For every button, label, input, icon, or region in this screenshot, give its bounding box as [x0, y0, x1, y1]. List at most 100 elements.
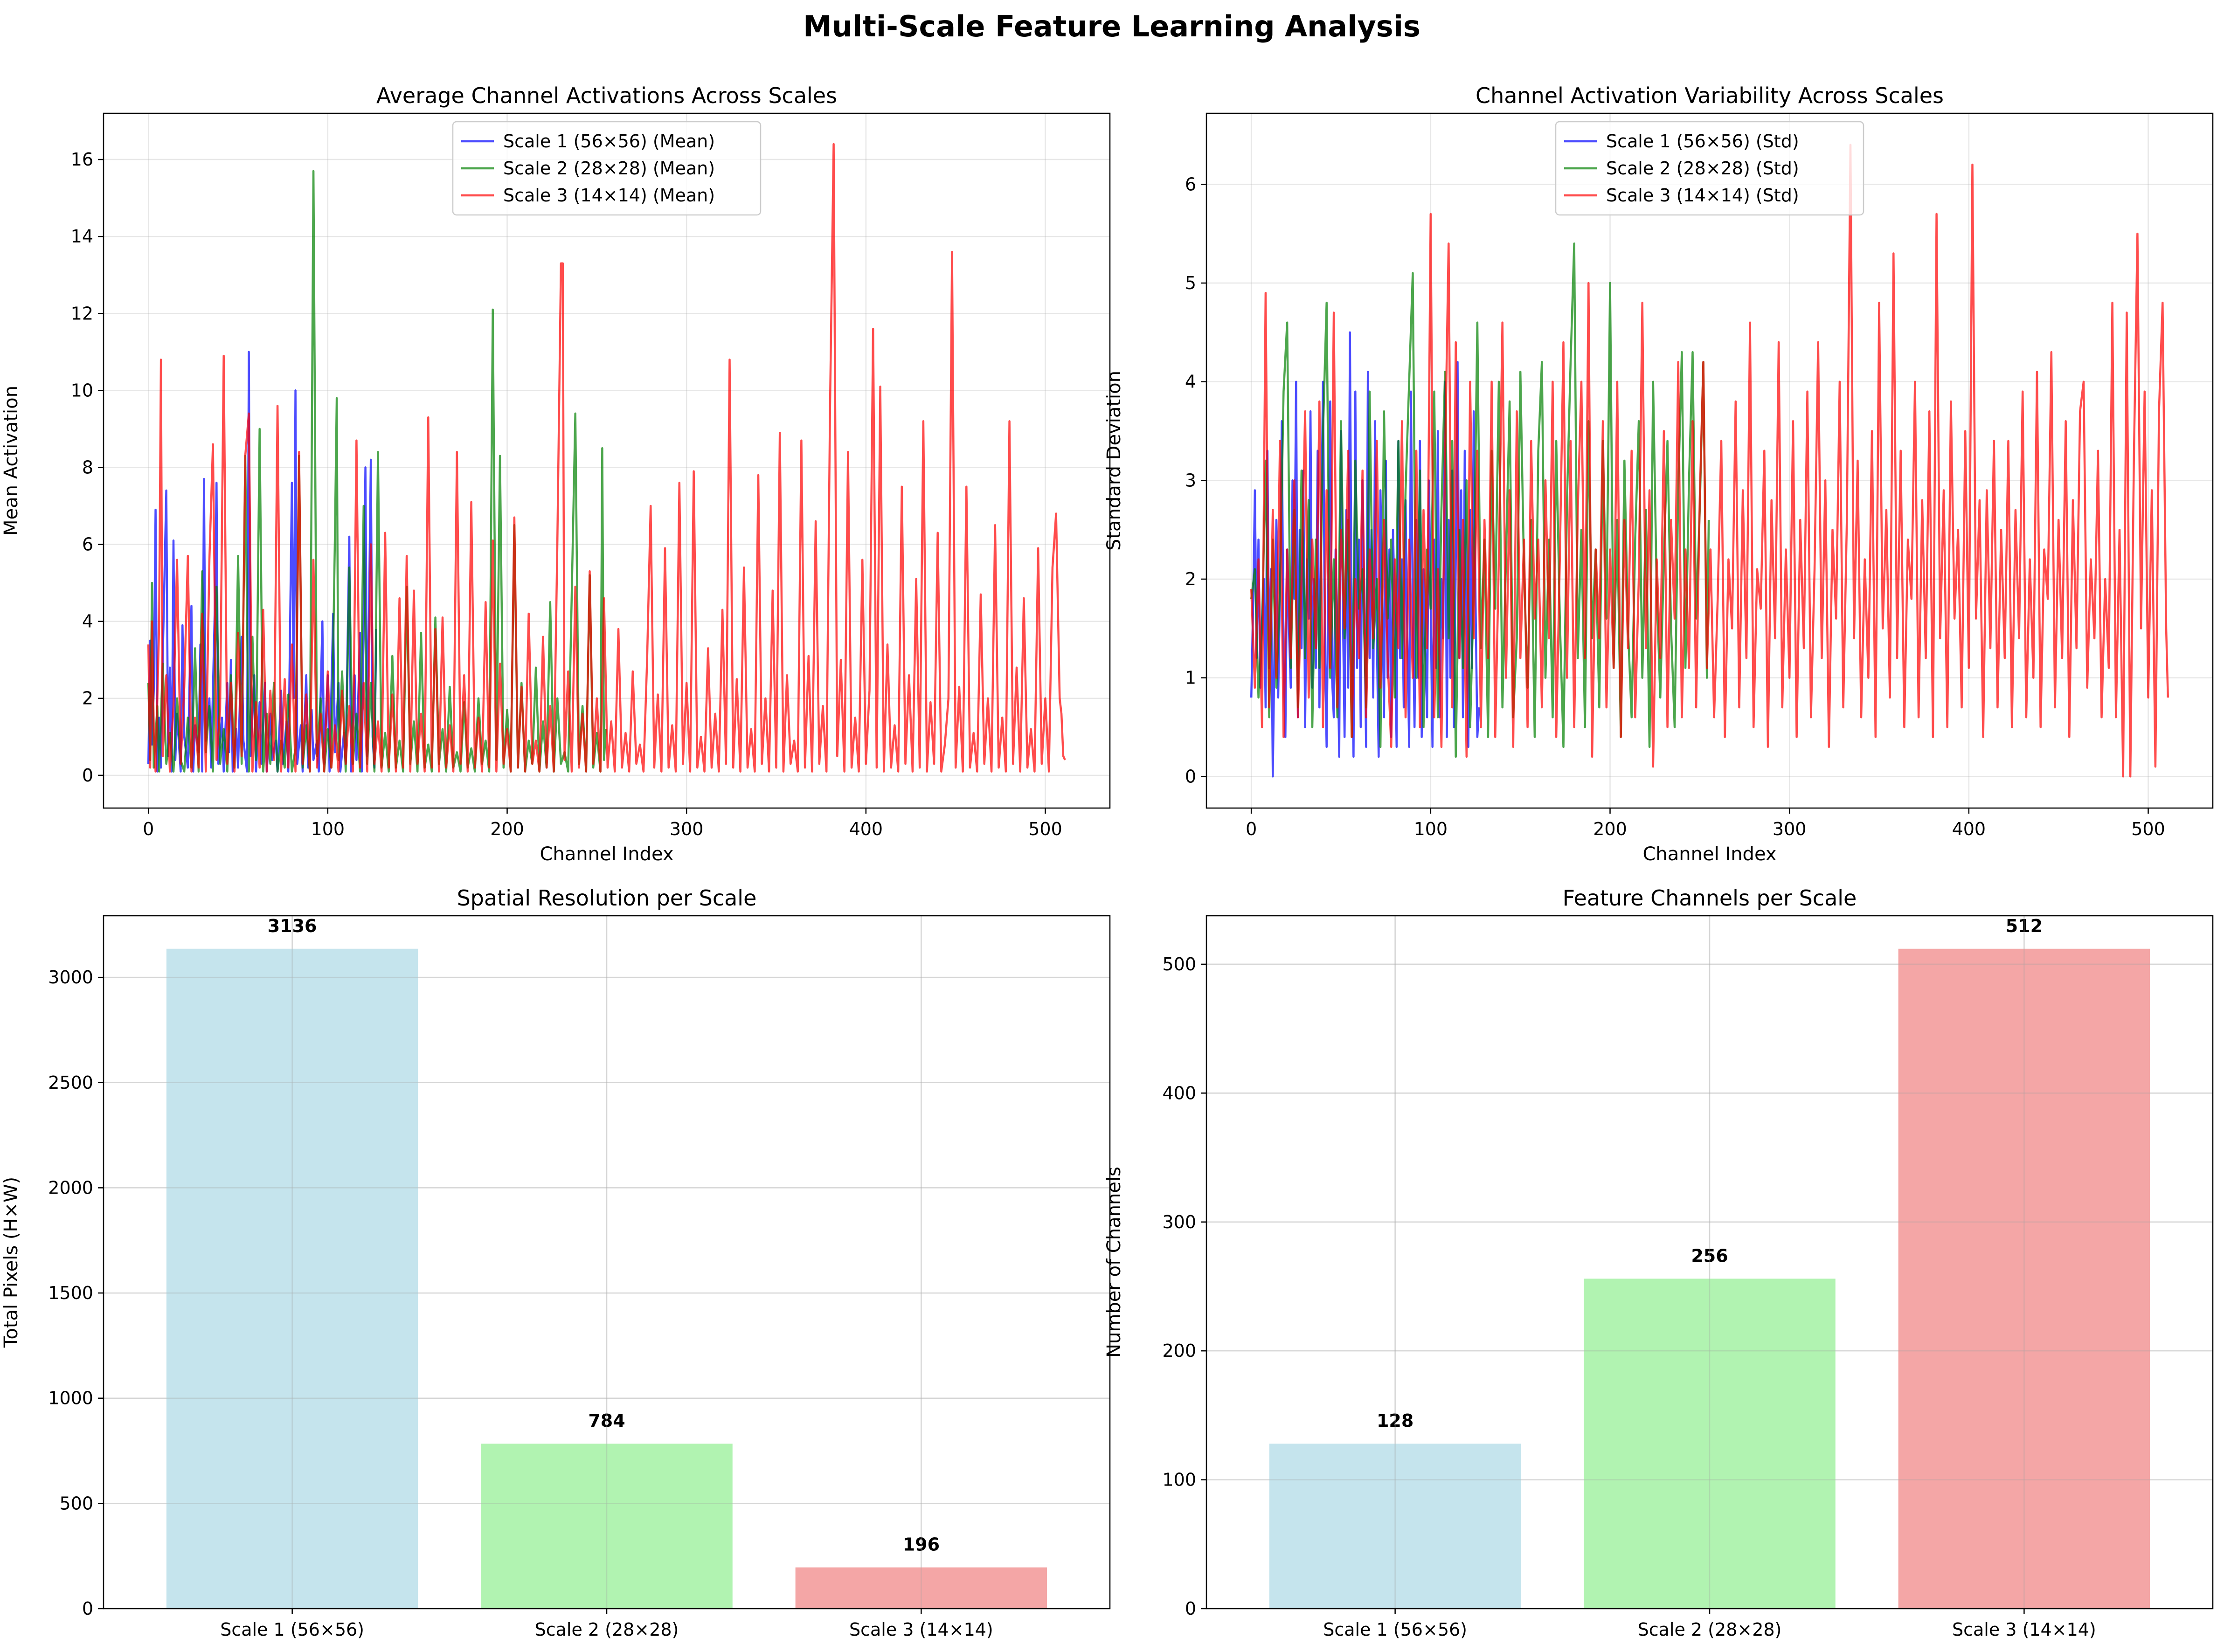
x-tick-label: Scale 2 (28×28): [1638, 1619, 1782, 1640]
y-tick-label: 0: [1185, 766, 1196, 787]
y-tick-label: 100: [1162, 1470, 1196, 1490]
figure-title: Multi-Scale Feature Learning Analysis: [803, 9, 1420, 43]
x-tick-label: 500: [1028, 819, 1062, 839]
y-tick-label: 12: [71, 303, 93, 324]
y-tick-label: 8: [82, 457, 93, 477]
series-line-scale-3: [147, 143, 1066, 773]
bar-value-label: 3136: [268, 916, 317, 936]
y-axis-label: Number of Channels: [1103, 1167, 1125, 1358]
x-tick-label: 100: [311, 819, 345, 839]
x-tick-label: 200: [1593, 819, 1627, 839]
y-tick-label: 14: [71, 226, 93, 247]
plot-area: [1250, 144, 2169, 778]
x-tick-label: 500: [2131, 819, 2165, 839]
feature-channels-panel: 128 256 512 Scale 1 (56×56) Scale 2 (28×28)…: [1103, 885, 2214, 1640]
y-tick-label: 6: [82, 534, 93, 555]
x-axis: Scale 1 (56×56) Scale 2 (28×28) Scale 3 (1…: [1323, 1609, 2096, 1640]
y-tick-label: 2000: [48, 1177, 93, 1198]
x-tick-label: 400: [849, 819, 883, 839]
axes-frame: [103, 112, 1111, 809]
legend-label-scale-3: Scale 3 (14×14) (Std): [1606, 185, 1799, 206]
x-tick-label: Scale 3 (14×14): [1952, 1619, 2096, 1640]
x-tick-label: 0: [1246, 819, 1257, 839]
legend-label-scale-2: Scale 2 (28×28) (Std): [1606, 158, 1799, 179]
y-tick-label: 1500: [48, 1283, 93, 1303]
bar-3: [795, 1567, 1047, 1609]
bar-value-label: 196: [903, 1534, 940, 1555]
bar-1: [166, 948, 418, 1609]
y-tick-label: 0: [82, 765, 93, 786]
x-tick-label: 0: [143, 819, 154, 839]
series-line-scale-3: [1250, 144, 2169, 778]
legend-label-scale-3: Scale 3 (14×14) (Mean): [503, 185, 715, 206]
y-axis-label: Total Pixels (H×W): [0, 1177, 22, 1348]
bar-2: [1584, 1279, 1836, 1609]
y-axis-label: Standard Deviation: [1103, 371, 1125, 551]
x-tick-label: 100: [1414, 819, 1448, 839]
y-tick-label: 2: [82, 688, 93, 709]
y-tick-label: 2: [1185, 569, 1196, 589]
y-tick-label: 500: [1162, 954, 1196, 975]
panel-title: Feature Channels per Scale: [1563, 885, 1857, 911]
y-axis: 0 1 2 3 4 5 6: [1185, 174, 1206, 787]
legend-label-scale-1: Scale 1 (56×56) (Mean): [503, 131, 715, 152]
legend-box: [1555, 121, 1864, 216]
y-tick-label: 300: [1162, 1212, 1196, 1232]
y-axis: 0 2 4 6 8 10 12 14 16: [71, 149, 104, 786]
x-axis: 0 100 200 300 400 500: [1246, 808, 2165, 839]
bar-value-label: 784: [588, 1410, 625, 1431]
y-tick-label: 4: [1185, 372, 1196, 392]
legend-label-scale-2: Scale 2 (28×28) (Mean): [503, 158, 715, 179]
mean-activation-panel: 0 100 200 300 400 500 0 2 4 6 8 10 12 14 16 Average C…: [0, 83, 1111, 865]
panel-title: Spatial Resolution per Scale: [457, 885, 757, 911]
std-activation-panel: 0 100 200 300 400 500 0 1 2 3 4 5 6 Channel Activat…: [1103, 83, 2214, 865]
x-axis-label: Channel Index: [540, 843, 673, 865]
bar-value-label: 128: [1377, 1410, 1413, 1431]
x-tick-label: 200: [490, 819, 524, 839]
y-axis: 0 500 1000 1500 2000 2500 3000: [48, 967, 104, 1619]
plot-area: 128 256 512: [1206, 916, 2213, 1610]
y-tick-label: 4: [82, 611, 93, 632]
y-tick-label: 200: [1162, 1341, 1196, 1361]
bar-value-label: 256: [1691, 1245, 1728, 1266]
bar-1: [1269, 1444, 1521, 1609]
y-axis: 0 100 200 300 400 500: [1162, 954, 1206, 1619]
panel-title: Average Channel Activations Across Scale…: [376, 83, 837, 108]
y-tick-label: 500: [59, 1493, 93, 1514]
x-axis: 0 100 200 300 400 500: [143, 808, 1062, 839]
x-tick-label: Scale 3 (14×14): [849, 1619, 993, 1640]
x-tick-label: 300: [1773, 819, 1807, 839]
y-tick-label: 5: [1185, 273, 1196, 293]
y-axis-label: Mean Activation: [0, 386, 22, 536]
legend-box: [452, 121, 762, 216]
bar-3: [1898, 948, 2150, 1609]
x-tick-label: Scale 1 (56×56): [220, 1619, 364, 1640]
x-tick-label: Scale 2 (28×28): [535, 1619, 679, 1640]
x-axis-label: Channel Index: [1642, 843, 1776, 865]
y-tick-label: 2500: [48, 1072, 93, 1093]
x-tick-label: 400: [1952, 819, 1986, 839]
x-tick-label: 300: [670, 819, 704, 839]
y-tick-label: 1: [1185, 668, 1196, 688]
grid-overlay: [104, 916, 1110, 1610]
panel-title: Channel Activation Variability Across Sc…: [1476, 83, 1944, 108]
y-tick-label: 3: [1185, 470, 1196, 491]
y-tick-label: 0: [82, 1598, 93, 1619]
spatial-resolution-panel: 3136 784 196 Scale 1 (56×56) Scale 2 (28×28…: [0, 885, 1111, 1640]
axes-frame: [1206, 112, 2214, 809]
x-axis: Scale 1 (56×56) Scale 2 (28×28) Scale 3 (1…: [220, 1609, 993, 1640]
plot-area: 3136 784 196: [104, 916, 1110, 1610]
y-tick-label: 3000: [48, 967, 93, 988]
y-tick-label: 16: [71, 149, 93, 170]
y-tick-label: 0: [1185, 1598, 1196, 1619]
bar-2: [481, 1444, 733, 1609]
y-tick-label: 400: [1162, 1083, 1196, 1103]
y-tick-label: 6: [1185, 174, 1196, 194]
bar-value-label: 512: [2006, 916, 2043, 936]
y-tick-label: 10: [71, 380, 93, 401]
x-tick-label: Scale 1 (56×56): [1323, 1619, 1467, 1640]
y-tick-label: 1000: [48, 1388, 93, 1409]
legend: Scale 1 (56×56) (Mean) Scale 2 (28×28) (M…: [452, 121, 762, 216]
plot-area: [147, 143, 1066, 773]
